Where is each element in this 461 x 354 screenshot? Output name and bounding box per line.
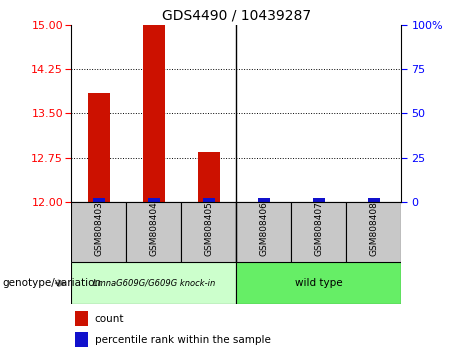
Text: GSM808405: GSM808405 bbox=[204, 201, 213, 256]
Bar bbox=[71, 202, 126, 262]
Text: GSM808404: GSM808404 bbox=[149, 201, 159, 256]
Bar bbox=[88, 93, 110, 202]
Bar bbox=[291, 202, 346, 262]
Text: count: count bbox=[95, 314, 124, 324]
Bar bbox=[346, 202, 401, 262]
Bar bbox=[75, 332, 88, 347]
Text: genotype/variation: genotype/variation bbox=[2, 278, 101, 288]
Bar bbox=[236, 262, 401, 304]
Text: GSM808408: GSM808408 bbox=[369, 201, 378, 256]
Bar bbox=[181, 202, 236, 262]
Bar bbox=[258, 198, 270, 202]
Text: percentile rank within the sample: percentile rank within the sample bbox=[95, 335, 271, 345]
Bar bbox=[198, 152, 220, 202]
Bar bbox=[143, 25, 165, 202]
Text: GSM808406: GSM808406 bbox=[259, 201, 268, 256]
Text: LmnaG609G/G609G knock-in: LmnaG609G/G609G knock-in bbox=[93, 279, 215, 288]
Bar bbox=[75, 311, 88, 326]
Text: GSM808407: GSM808407 bbox=[314, 201, 323, 256]
Bar bbox=[313, 198, 325, 202]
Text: GSM808403: GSM808403 bbox=[95, 201, 103, 256]
Bar bbox=[203, 198, 215, 202]
Bar bbox=[93, 198, 105, 202]
Bar bbox=[71, 262, 236, 304]
Text: wild type: wild type bbox=[295, 278, 343, 288]
Bar bbox=[126, 202, 181, 262]
Bar bbox=[236, 202, 291, 262]
Title: GDS4490 / 10439287: GDS4490 / 10439287 bbox=[162, 8, 311, 22]
Bar bbox=[367, 198, 380, 202]
Bar bbox=[148, 198, 160, 202]
